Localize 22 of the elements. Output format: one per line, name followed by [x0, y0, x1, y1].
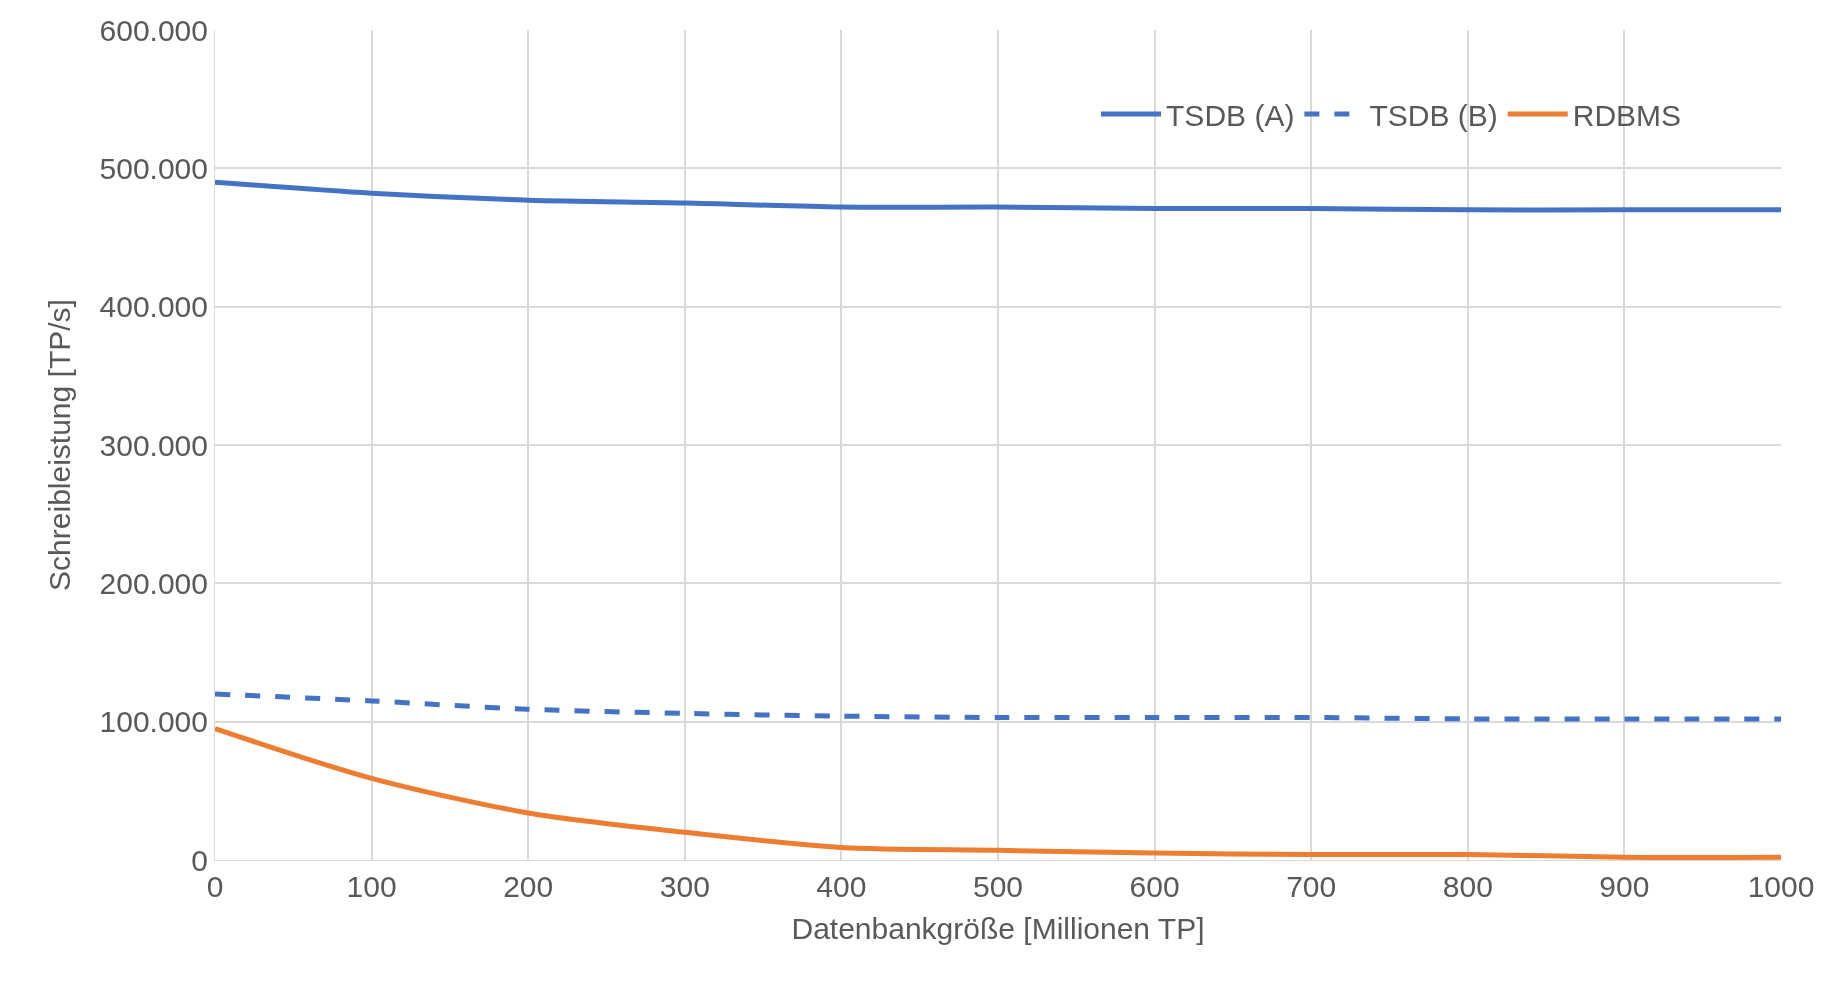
x-tick-label: 600 — [1129, 870, 1180, 903]
x-tick-label: 800 — [1442, 870, 1493, 903]
y-axis-title: Schreibleistung [TP/s] — [42, 299, 76, 591]
y-tick-label: 100.000 — [99, 705, 208, 739]
x-tick-label: 300 — [659, 870, 710, 903]
legend-label: RDBMS — [1572, 98, 1682, 132]
y-tick-label: 200.000 — [99, 566, 208, 600]
x-tick-label: 900 — [1599, 870, 1650, 903]
x-tick-label: 400 — [816, 870, 867, 903]
x-tick-label: 700 — [1286, 870, 1337, 903]
y-tick-label: 300.000 — [99, 428, 208, 462]
y-tick-label: 400.000 — [99, 290, 208, 324]
y-tick-label: 500.000 — [99, 151, 208, 185]
x-axis-title: Datenbankgröße [Millionen TP] — [791, 911, 1205, 945]
y-tick-label: 0 — [191, 843, 208, 877]
x-tick-label: 500 — [972, 870, 1024, 903]
y-tick-label: 600.000 — [99, 13, 208, 47]
x-tick-label: 100 — [346, 870, 397, 903]
legend-label: TSDB (B) — [1369, 98, 1498, 132]
legend-label: TSDB (A) — [1166, 98, 1295, 132]
x-tick-label: 200 — [503, 870, 554, 903]
x-tick-label: 1000 — [1747, 870, 1815, 903]
